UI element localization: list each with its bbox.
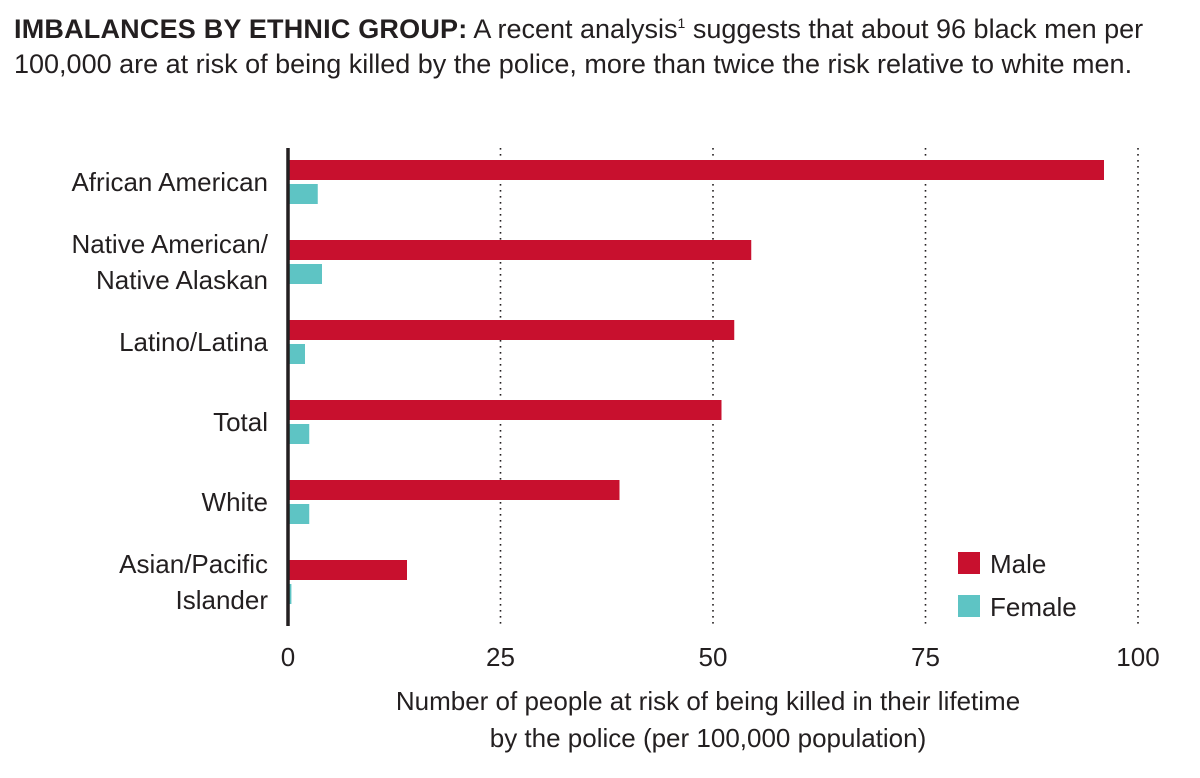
category-label-line: White xyxy=(202,487,268,517)
bar-male-3 xyxy=(288,400,722,420)
x-axis-title-line: Number of people at risk of being killed… xyxy=(396,686,1020,716)
legend-swatch-female xyxy=(958,595,980,617)
bar-female-3 xyxy=(288,424,310,444)
category-label-0: African American xyxy=(71,167,268,197)
bar-female-1 xyxy=(288,264,322,284)
headline-text-after-ref: suggests that about 96 black men per 100… xyxy=(14,14,1144,79)
x-tick-label-0: 0 xyxy=(281,642,295,672)
headline-reference: 1 xyxy=(677,15,686,31)
bar-male-5 xyxy=(288,560,407,580)
category-label-1: Native American/Native Alaskan xyxy=(71,229,268,295)
category-label-4: White xyxy=(202,487,268,517)
bar-female-2 xyxy=(288,344,305,364)
x-tick-labels: 0 25 50 75 100 xyxy=(281,642,1160,672)
category-label-line: Native American/ xyxy=(71,229,268,259)
category-label-3: Total xyxy=(213,407,268,437)
category-label-line: Total xyxy=(213,407,268,437)
legend-label-female: Female xyxy=(990,592,1077,622)
bar-male-2 xyxy=(288,320,735,340)
category-label-line: Latino/Latina xyxy=(119,327,268,357)
category-labels: African American Native American/Native A… xyxy=(71,167,268,615)
bar-female-0 xyxy=(288,184,318,204)
bar-male-0 xyxy=(288,160,1104,180)
x-tick-label-25: 25 xyxy=(486,642,515,672)
category-label-line: African American xyxy=(71,167,268,197)
headline-text-before-ref: A recent analysis xyxy=(467,14,678,44)
headline-lead: IMBALANCES BY ETHNIC GROUP: xyxy=(14,14,468,44)
legend-swatch-male xyxy=(958,552,980,574)
legend-label-male: Male xyxy=(990,549,1046,579)
x-tick-label-100: 100 xyxy=(1116,642,1159,672)
chart-headline: IMBALANCES BY ETHNIC GROUP: A recent ana… xyxy=(14,12,1174,82)
x-axis-title-text: Number of people at risk of being killed… xyxy=(396,686,1020,753)
bars xyxy=(288,160,1104,604)
x-axis-title: Number of people at risk of being killed… xyxy=(396,686,1020,753)
category-label-line: Asian/Pacific xyxy=(119,549,268,579)
x-axis-title-line: by the police (per 100,000 population) xyxy=(490,723,927,753)
bar-female-4 xyxy=(288,504,310,524)
category-label-5: Asian/Pacific Islander xyxy=(119,549,268,615)
category-label-line: Native Alaskan xyxy=(96,265,268,295)
x-tick-label-75: 75 xyxy=(911,642,940,672)
x-tick-label-50: 50 xyxy=(699,642,728,672)
legend: Male Female xyxy=(958,549,1077,622)
bar-male-1 xyxy=(288,240,752,260)
bar-male-4 xyxy=(288,480,620,500)
category-label-line: Islander xyxy=(176,585,269,615)
category-label-2: Latino/Latina xyxy=(119,327,268,357)
